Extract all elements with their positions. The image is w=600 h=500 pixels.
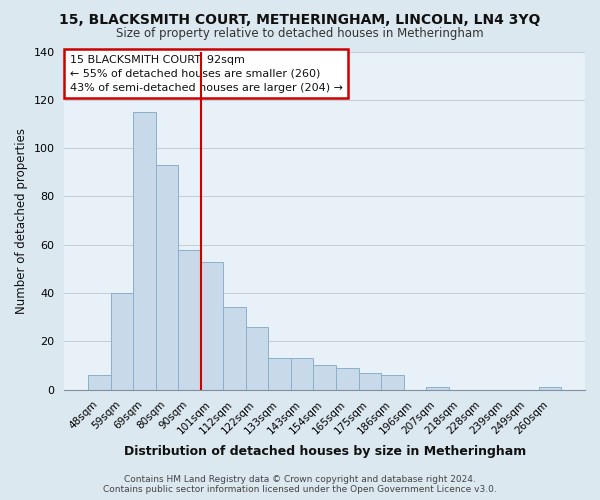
Text: Contains public sector information licensed under the Open Government Licence v3: Contains public sector information licen… <box>103 485 497 494</box>
Bar <box>246 327 268 390</box>
Y-axis label: Number of detached properties: Number of detached properties <box>15 128 28 314</box>
Bar <box>426 387 449 390</box>
Bar <box>539 387 562 390</box>
Bar <box>268 358 291 390</box>
Bar <box>336 368 359 390</box>
Bar <box>313 366 336 390</box>
Bar <box>223 308 246 390</box>
Bar <box>291 358 313 390</box>
Text: Contains HM Land Registry data © Crown copyright and database right 2024.: Contains HM Land Registry data © Crown c… <box>124 475 476 484</box>
Text: Size of property relative to detached houses in Metheringham: Size of property relative to detached ho… <box>116 28 484 40</box>
Bar <box>201 262 223 390</box>
Bar <box>359 372 381 390</box>
Text: 15 BLACKSMITH COURT: 92sqm
← 55% of detached houses are smaller (260)
43% of sem: 15 BLACKSMITH COURT: 92sqm ← 55% of deta… <box>70 55 343 93</box>
Bar <box>110 293 133 390</box>
Bar <box>88 375 110 390</box>
Bar <box>381 375 404 390</box>
Bar <box>133 112 155 390</box>
Bar <box>178 250 201 390</box>
Bar <box>155 165 178 390</box>
X-axis label: Distribution of detached houses by size in Metheringham: Distribution of detached houses by size … <box>124 444 526 458</box>
Text: 15, BLACKSMITH COURT, METHERINGHAM, LINCOLN, LN4 3YQ: 15, BLACKSMITH COURT, METHERINGHAM, LINC… <box>59 12 541 26</box>
